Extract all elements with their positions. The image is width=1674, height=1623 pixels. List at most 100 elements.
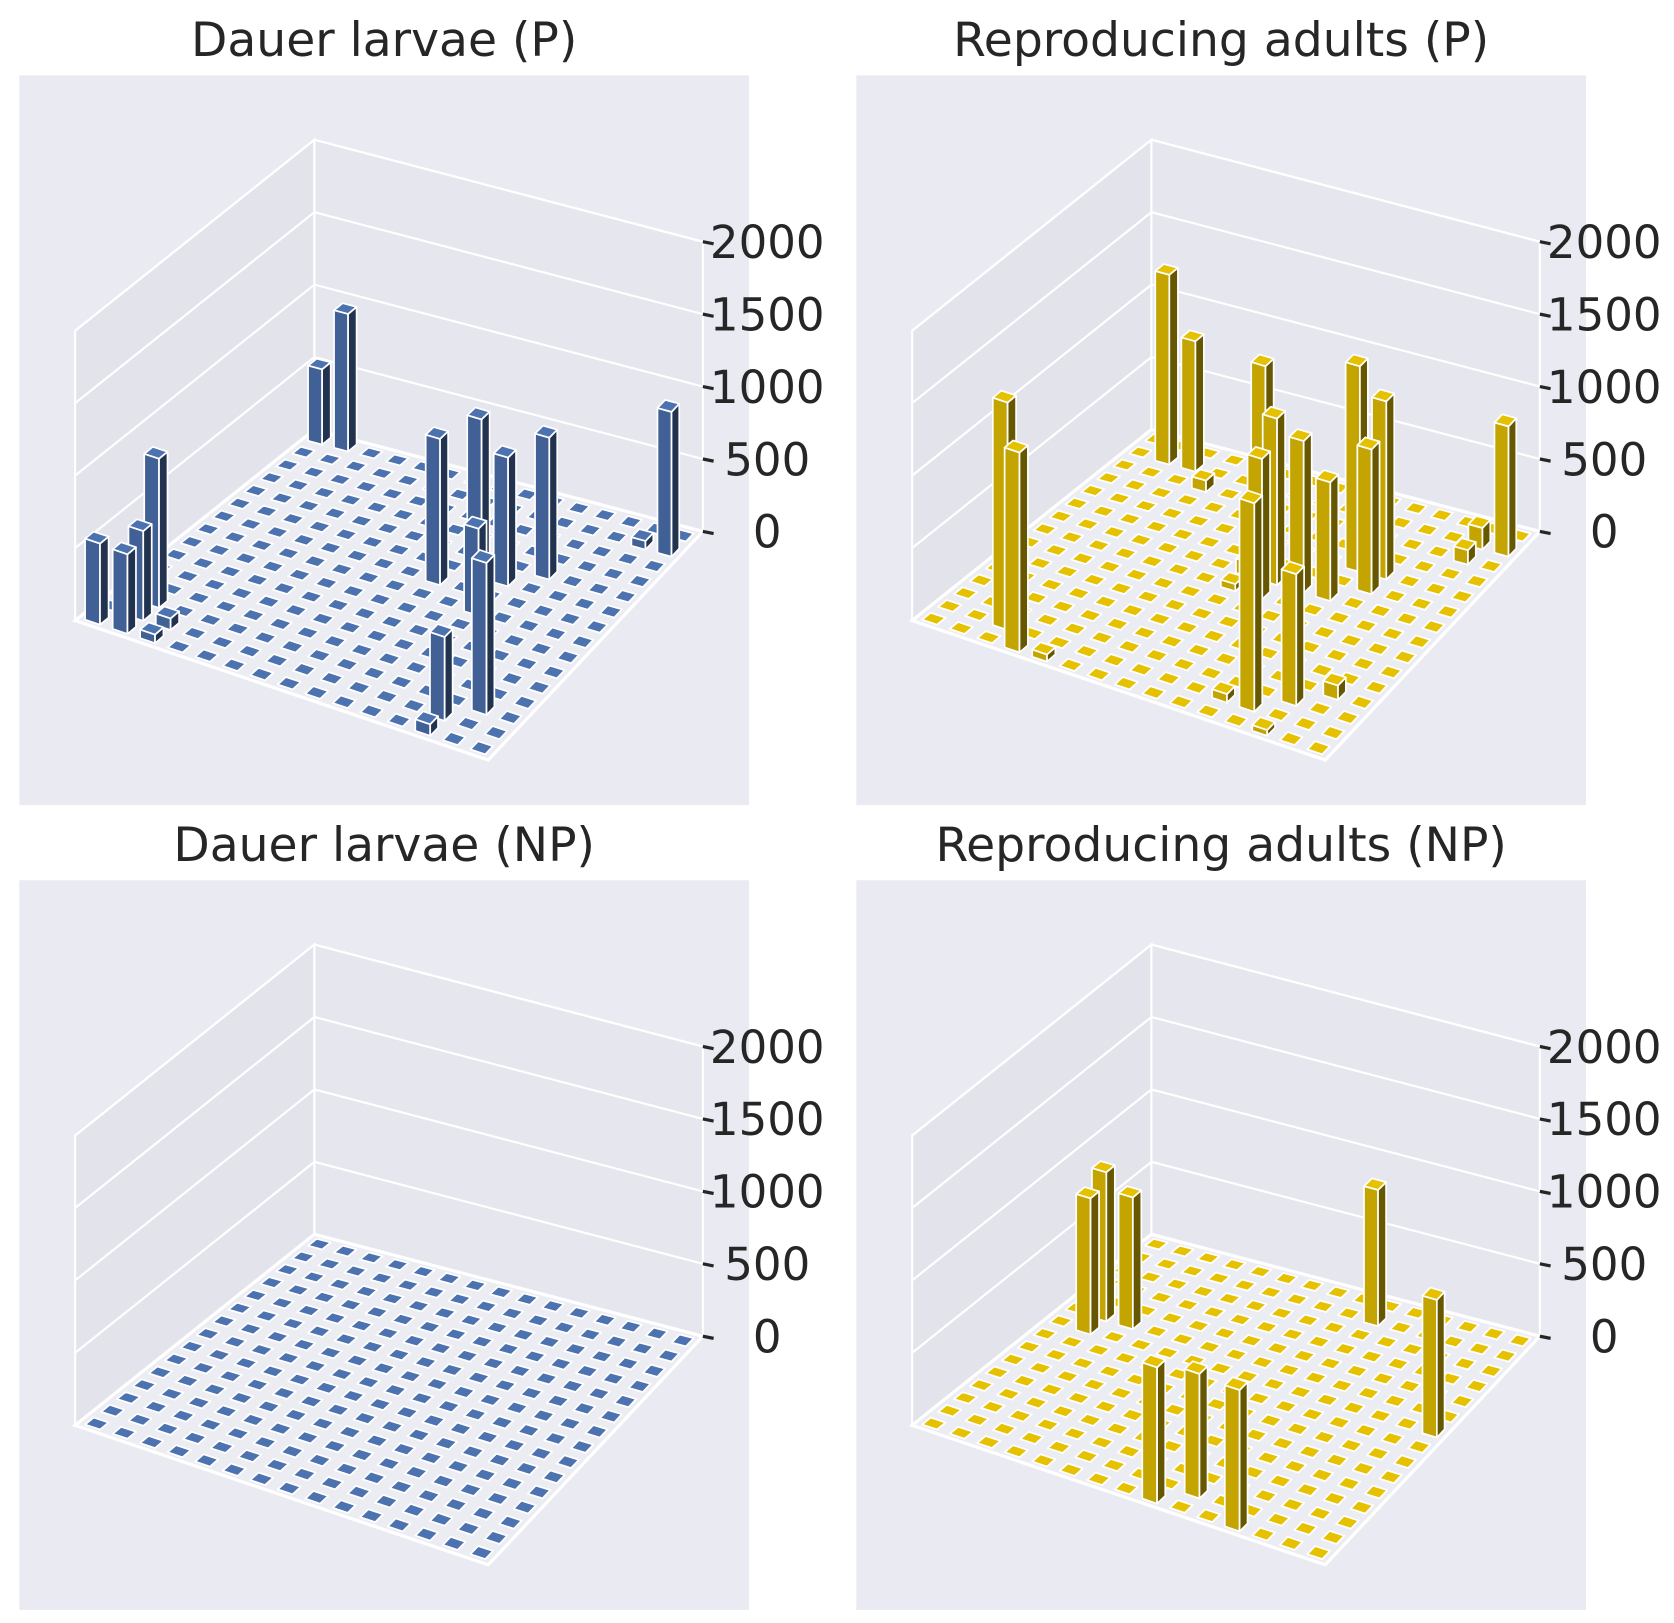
z-tick <box>1539 1262 1551 1268</box>
bar-top <box>221 1462 247 1477</box>
bar <box>1306 740 1331 756</box>
bar-top <box>190 556 216 570</box>
bar <box>333 1332 359 1346</box>
z-tick <box>702 240 714 246</box>
bar <box>1368 603 1393 618</box>
bar-top <box>421 1413 446 1428</box>
bar-top <box>166 1444 192 1459</box>
bar <box>604 529 629 544</box>
bar-top <box>522 1349 547 1364</box>
bar-top <box>376 1456 402 1471</box>
bar <box>406 1427 431 1442</box>
bar-top <box>1397 1379 1422 1393</box>
bar-top <box>557 1416 582 1431</box>
bar <box>403 1465 429 1480</box>
bar-side <box>1194 333 1205 473</box>
bar <box>1212 1326 1237 1340</box>
panel-title: Reproducing adults (P) <box>953 13 1489 68</box>
bar <box>302 1359 328 1373</box>
bar-top <box>317 452 342 466</box>
bar-top <box>552 1320 577 1335</box>
bar <box>1149 1290 1174 1304</box>
bar-top <box>409 586 434 601</box>
bar <box>534 1371 559 1386</box>
bar-top <box>338 1298 363 1312</box>
bar-top <box>1415 522 1439 537</box>
bar-top <box>401 698 427 713</box>
bar-top <box>127 518 153 532</box>
bar-top <box>312 1290 337 1304</box>
bar <box>190 1361 216 1375</box>
bar <box>331 694 357 709</box>
bar-top <box>483 1530 509 1545</box>
bar-top <box>346 1484 372 1500</box>
bar-top <box>217 1369 243 1383</box>
bar <box>1175 493 1200 507</box>
bar-top <box>1012 1374 1037 1388</box>
bar-top <box>237 1449 263 1463</box>
bar-top <box>1080 484 1106 497</box>
bar-top <box>1258 1413 1283 1428</box>
bar <box>1426 544 1451 559</box>
bar-top <box>472 1467 498 1483</box>
bar <box>478 1392 503 1407</box>
bar <box>166 1444 192 1459</box>
bar <box>217 564 243 579</box>
grid-line <box>911 1233 1541 1427</box>
bar <box>147 1365 173 1379</box>
bar <box>1208 1361 1233 1375</box>
bar <box>367 592 393 607</box>
bar <box>380 487 405 501</box>
bar <box>1154 1257 1179 1271</box>
bar <box>327 473 353 486</box>
bar-top <box>656 399 681 413</box>
bar <box>1284 1292 1309 1306</box>
bar <box>175 569 200 583</box>
bar <box>543 1431 568 1446</box>
bar-top <box>1363 1177 1387 1191</box>
bar-top <box>1222 453 1247 467</box>
bar-top <box>436 1399 461 1414</box>
bar <box>403 660 429 675</box>
bar <box>586 581 611 596</box>
bar-top <box>1239 1334 1264 1348</box>
bar-top <box>341 584 366 598</box>
bar-top <box>298 589 324 604</box>
bar <box>1097 559 1123 574</box>
bar <box>1180 329 1205 473</box>
bar <box>244 1377 270 1392</box>
bar <box>1297 1444 1322 1459</box>
bar-top <box>1421 619 1446 634</box>
bar <box>1322 1491 1347 1506</box>
bar <box>318 541 343 555</box>
bar <box>360 1340 385 1354</box>
bar <box>1054 1369 1080 1383</box>
bar-top <box>451 1385 476 1399</box>
bar-top <box>271 581 297 595</box>
bar-top <box>429 1512 454 1527</box>
bar <box>304 685 330 700</box>
bar <box>131 1378 157 1392</box>
bar-top <box>361 665 387 681</box>
bar <box>1166 562 1191 576</box>
bar <box>385 453 410 467</box>
bar-top <box>514 1461 539 1476</box>
bar <box>1155 541 1180 555</box>
bar <box>1086 538 1111 552</box>
bar-top <box>380 1292 405 1306</box>
bar <box>414 710 439 737</box>
bar <box>921 611 947 626</box>
bar-top <box>391 508 416 522</box>
bar <box>84 530 110 626</box>
bar-top <box>645 1326 669 1341</box>
bar-side <box>1421 1294 1438 1439</box>
bar <box>1128 533 1154 547</box>
bar-top <box>403 660 429 675</box>
bar-top <box>221 657 247 672</box>
bar <box>221 657 247 672</box>
bar <box>615 551 640 566</box>
grid-line <box>911 428 1541 622</box>
bar-top <box>1003 439 1029 454</box>
bar-top <box>483 725 509 741</box>
bar-top <box>190 1361 216 1375</box>
